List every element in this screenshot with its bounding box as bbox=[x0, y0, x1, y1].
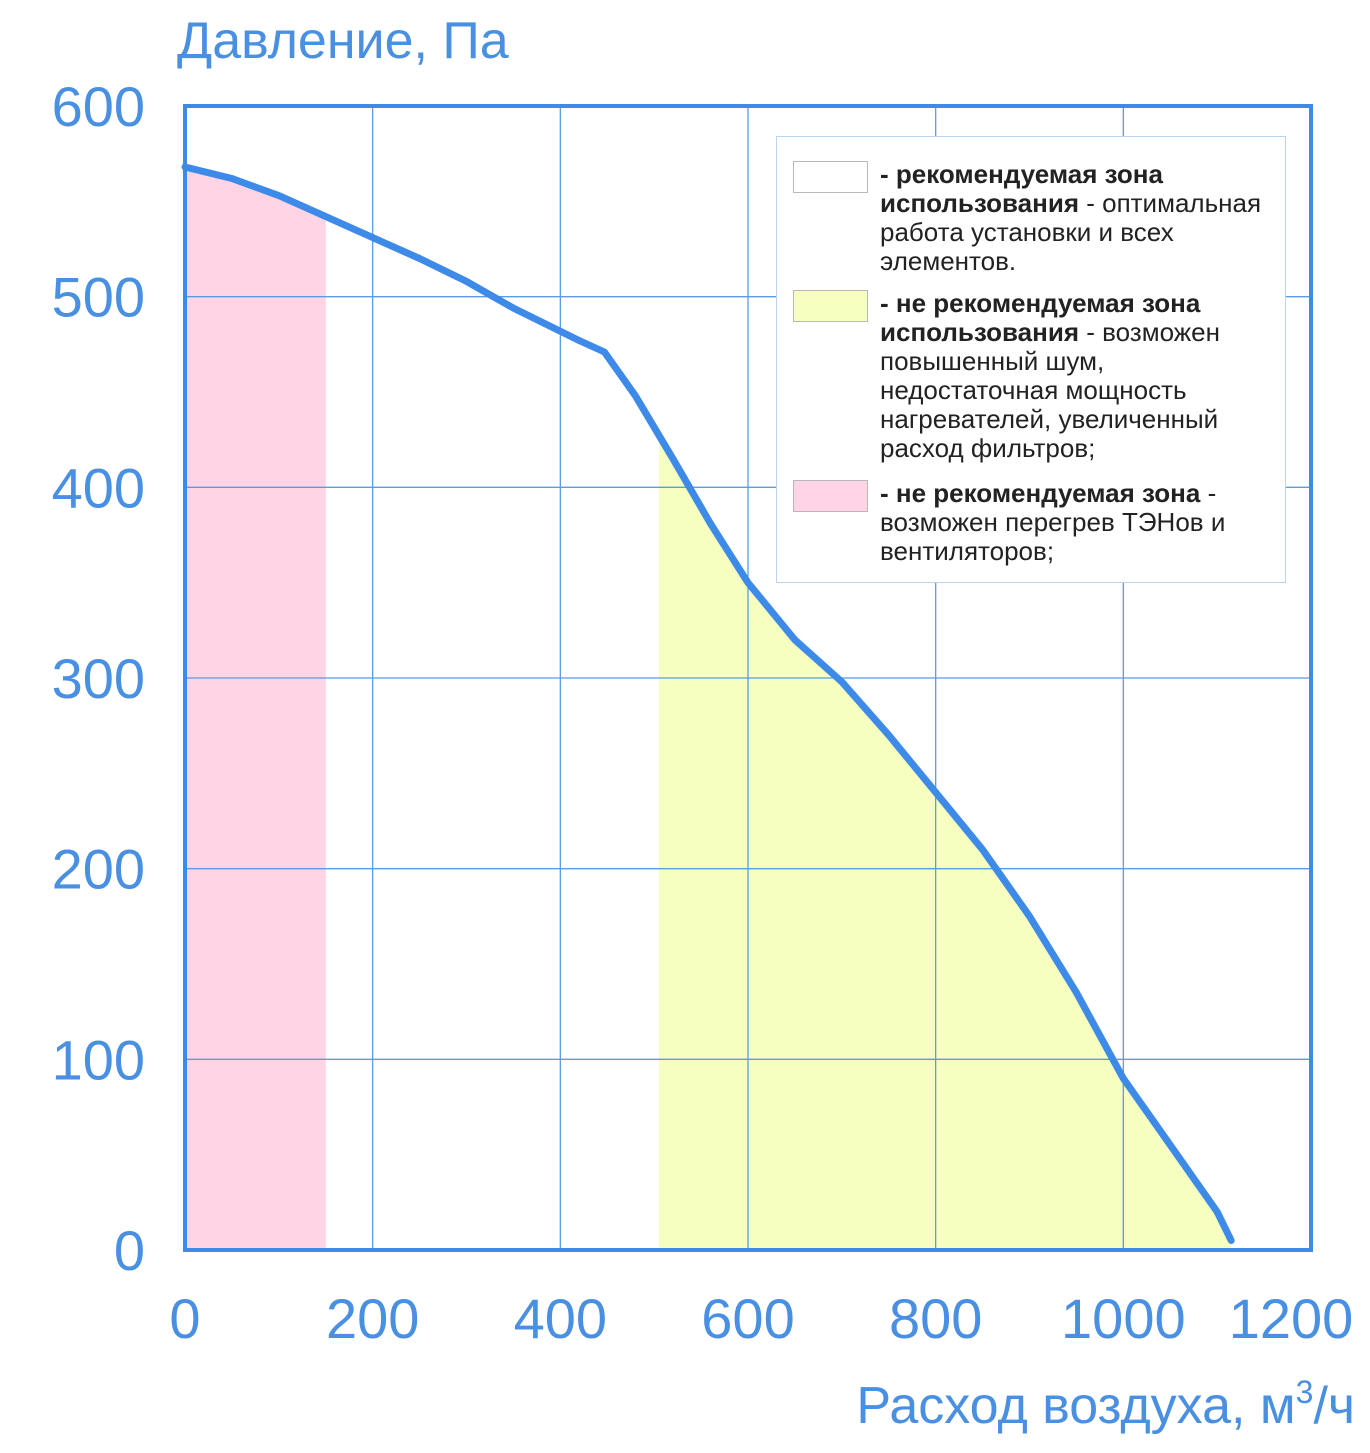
y-tick-label-600: 600 bbox=[52, 75, 145, 138]
legend-desc-not-recommended-usage: - возможен повышенный шум, недостаточная… bbox=[880, 317, 1228, 463]
legend-strong-not-recommended-usage: - не рекомендуемая зона использования bbox=[880, 288, 1208, 347]
x-tick-label-1200: 1200 bbox=[1229, 1287, 1354, 1350]
x-axis-label: Расход воздуха, м3/ч bbox=[856, 1374, 1355, 1435]
y-tick-label-500: 500 bbox=[52, 266, 145, 329]
y-tick-label-0: 0 bbox=[114, 1219, 145, 1282]
legend-text-not-recommended-usage: - не рекомендуемая зона использования - … bbox=[880, 289, 1275, 463]
legend-swatch-recommended bbox=[793, 161, 868, 193]
legend-swatch-not-recommended-usage bbox=[793, 290, 868, 322]
x-tick-label-0: 0 bbox=[169, 1287, 200, 1350]
legend-item-not-recommended-overheat: - не рекомендуемая зона - возможен перег… bbox=[793, 479, 1275, 566]
legend-item-recommended: - рекомендуемая зона использования - опт… bbox=[793, 160, 1275, 276]
zone-1 bbox=[658, 435, 1232, 1251]
zones bbox=[185, 167, 1232, 1251]
y-tick-label-200: 200 bbox=[52, 838, 145, 901]
y-tick-labels: 0 100 200 300 400 500 600 bbox=[52, 75, 145, 1282]
pressure-curve bbox=[181, 163, 1235, 1244]
legend-strong-not-recommended-overheat: - не рекомендуемая зона bbox=[880, 478, 1201, 508]
x-tick-labels: 0 200 400 600 800 1000 1200 bbox=[169, 1287, 1353, 1350]
zone-0 bbox=[185, 167, 326, 1250]
legend: - рекомендуемая зона использования - опт… bbox=[776, 136, 1286, 583]
legend-text-recommended: - рекомендуемая зона использования - опт… bbox=[880, 160, 1275, 276]
x-tick-label-1000: 1000 bbox=[1061, 1287, 1186, 1350]
legend-desc-not-recommended-overheat: - возможен перегрев ТЭНов и вентиляторов… bbox=[880, 478, 1233, 566]
legend-text-not-recommended-overheat: - не рекомендуемая зона - возможен перег… bbox=[880, 479, 1275, 566]
legend-strong-recommended: - рекомендуемая зона использования bbox=[880, 159, 1171, 218]
legend-item-not-recommended-usage: - не рекомендуемая зона использования - … bbox=[793, 289, 1275, 463]
y-axis-label: Давление, Па bbox=[177, 12, 509, 70]
x-tick-label-400: 400 bbox=[514, 1287, 607, 1350]
x-axis-label-main: Расход воздуха, м bbox=[856, 1377, 1295, 1435]
y-tick-label-100: 100 bbox=[52, 1028, 145, 1091]
x-tick-label-600: 600 bbox=[701, 1287, 794, 1350]
legend-swatch-not-recommended-overheat bbox=[793, 480, 868, 512]
x-tick-label-800: 800 bbox=[889, 1287, 982, 1350]
y-tick-label-400: 400 bbox=[52, 456, 145, 519]
y-tick-label-300: 300 bbox=[52, 647, 145, 710]
x-tick-label-200: 200 bbox=[326, 1287, 419, 1350]
legend-desc-recommended: - оптимальная работа установки и всех эл… bbox=[880, 188, 1269, 276]
x-axis-label-sup: 3 bbox=[1296, 1374, 1314, 1410]
plot-border bbox=[183, 104, 1313, 1252]
x-axis-label-tail: /ч bbox=[1313, 1377, 1355, 1435]
